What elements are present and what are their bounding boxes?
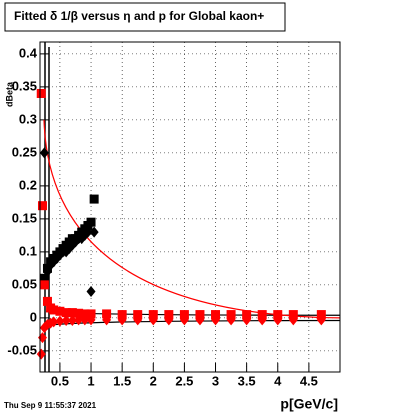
x-tick-label: 1: [87, 373, 94, 388]
data-point: [74, 314, 84, 326]
data-point: [52, 252, 62, 264]
data-point: [86, 309, 96, 319]
data-point: [42, 296, 52, 306]
data-point: [257, 314, 267, 326]
y-tick-label: 0: [30, 309, 37, 324]
data-point: [80, 309, 90, 319]
data-point: [148, 314, 158, 326]
data-point: [242, 314, 252, 326]
data-point: [83, 226, 93, 238]
y-tick-label: 0.05: [12, 276, 37, 291]
data-point: [61, 315, 71, 327]
data-point: [39, 147, 49, 159]
data-point: [226, 314, 236, 326]
data-point: [164, 314, 174, 326]
data-point: [179, 314, 189, 326]
x-tick-label: 1.5: [113, 373, 131, 388]
x-tick-label: 3: [212, 373, 219, 388]
footer: Thu Sep 9 11:55:37 2021: [4, 401, 97, 410]
data-point: [55, 315, 65, 327]
y-tick-label: 0.2: [19, 177, 37, 192]
data-point: [67, 308, 77, 318]
x-tick-label: 3.5: [238, 373, 256, 388]
data-point: [211, 314, 221, 326]
data-point: [80, 314, 90, 326]
x-axis-label: p[GeV/c]: [280, 396, 338, 412]
data-point: [86, 285, 96, 297]
data-point: [36, 348, 46, 360]
plot-frame: [39, 41, 341, 373]
data-point: [49, 316, 59, 328]
data-point: [86, 314, 96, 326]
data-point: [36, 88, 46, 98]
y-tick-label: 0.3: [19, 111, 37, 126]
plot-area: 0.5 1 1.5 2 2.5 3 3.5 4 4.5 -0.05 0 0.05 0.1 0.15 0.2 0…: [7, 41, 341, 388]
data-point: [55, 249, 65, 261]
data-point: [117, 314, 127, 326]
data-point: [89, 226, 99, 238]
chart-title: Fitted δ 1/β versus η and p for Global k…: [14, 9, 264, 23]
data-point: [39, 273, 49, 283]
data-point: [273, 314, 283, 326]
data-point: [61, 308, 71, 318]
data-point: [67, 315, 77, 327]
data-point: [102, 314, 112, 326]
y-tick-label: 0.4: [19, 45, 38, 60]
data-point: [86, 217, 96, 227]
x-tick-label: 2: [150, 373, 157, 388]
data-point: [102, 309, 112, 319]
data-point: [195, 314, 205, 326]
data-point: [133, 314, 143, 326]
y-tick-label: -0.05: [7, 342, 37, 357]
data-point: [89, 194, 99, 204]
data-point: [37, 201, 47, 211]
data-point: [316, 314, 326, 326]
x-tick-label: 0.5: [51, 373, 69, 388]
data-point: [39, 280, 49, 290]
y-tick-label: 0.25: [12, 144, 37, 159]
data-point: [49, 305, 59, 315]
data-point: [55, 306, 65, 316]
y-axis-label: dBeta: [4, 81, 14, 107]
y-tick-label: 0.35: [12, 78, 37, 93]
x-tick-label: 4: [274, 373, 282, 388]
data-point: [74, 308, 84, 318]
y-tick-label: 0.1: [19, 243, 37, 258]
data-point: [288, 314, 298, 326]
x-tick-label: 4.5: [300, 373, 318, 388]
x-tick-label: 2.5: [175, 373, 193, 388]
title-box: [4, 2, 286, 32]
y-tick-label: 0.15: [12, 210, 37, 225]
